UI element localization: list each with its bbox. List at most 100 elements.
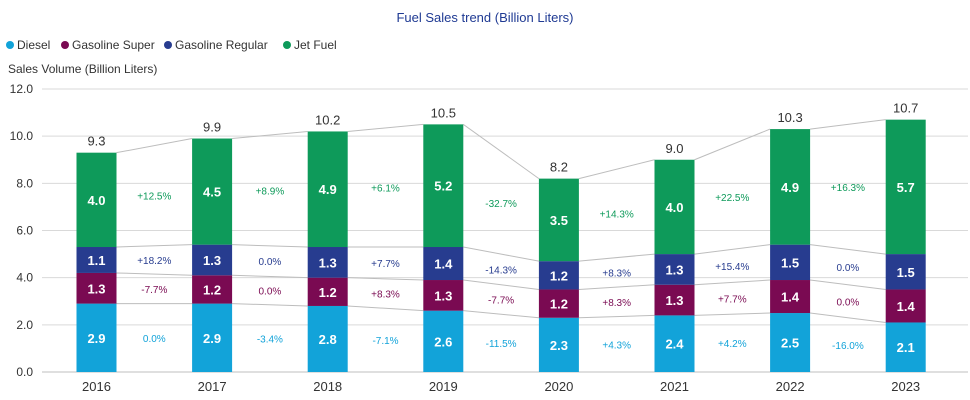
data-label-gasoline-super: 1.4	[897, 299, 916, 314]
connector-line	[810, 279, 886, 290]
data-label-gasoline-super: 1.3	[87, 281, 105, 296]
y-tick-label: 6.0	[16, 224, 33, 238]
bar-jet-fuel-2018	[307, 131, 348, 248]
data-label-jet-fuel: 4.9	[319, 182, 337, 197]
bar-gasoline-super-2022	[770, 280, 811, 314]
x-tick-label: 2023	[891, 379, 920, 394]
change-label-jet-fuel: -32.7%	[485, 199, 517, 210]
bar-diesel-2018	[307, 305, 348, 372]
bar-gasoline-super-2016	[76, 272, 117, 304]
bar-gasoline-super-2020	[538, 289, 579, 318]
total-label: 9.3	[87, 134, 105, 149]
x-tick-label: 2022	[776, 379, 805, 394]
legend-marker-jet-fuel	[283, 41, 291, 49]
change-label-gasoline-super: +8.3%	[371, 290, 400, 301]
connector-line	[347, 277, 424, 281]
connector-line	[694, 312, 771, 316]
total-label: 10.2	[315, 112, 340, 127]
total-label: 9.9	[203, 120, 221, 135]
connector-line	[463, 246, 539, 262]
data-label-jet-fuel: 4.0	[665, 200, 683, 215]
data-label-gasoline-super: 1.3	[434, 288, 452, 303]
connector-line	[116, 244, 193, 248]
y-tick-label: 12.0	[10, 82, 34, 96]
change-label-gasoline-regular: +18.2%	[137, 256, 171, 267]
change-label-diesel: -3.4%	[257, 334, 283, 345]
bar-gasoline-super-2023	[885, 289, 926, 323]
connector-line	[347, 305, 424, 312]
data-label-gasoline-super: 1.2	[319, 285, 337, 300]
change-label-jet-fuel: +8.9%	[256, 186, 285, 197]
total-label: 10.7	[893, 101, 918, 116]
data-label-diesel: 2.3	[550, 338, 568, 353]
change-label-gasoline-regular: +8.3%	[602, 268, 631, 279]
chart-title: Fuel Sales trend (Billion Liters)	[396, 10, 573, 25]
total-label: 10.3	[777, 110, 802, 125]
y-tick-label: 10.0	[10, 129, 34, 143]
bar-gasoline-super-2018	[307, 277, 348, 306]
change-label-diesel: +4.2%	[718, 339, 747, 350]
x-tick-label: 2020	[544, 379, 573, 394]
connector-line	[232, 130, 308, 140]
bar-diesel-2016	[76, 303, 117, 372]
legend-marker-gasoline-regular	[164, 41, 172, 49]
change-label-gasoline-super: -7.7%	[141, 285, 167, 296]
x-tick-label: 2016	[82, 379, 111, 394]
bar-diesel-2019	[423, 310, 464, 372]
change-label-gasoline-regular: +15.4%	[715, 262, 749, 273]
legend-label-gasoline-super: Gasoline Super	[72, 38, 155, 52]
connector-line	[232, 303, 308, 307]
data-label-diesel: 2.9	[203, 331, 221, 346]
connector-line	[232, 244, 308, 248]
change-label-diesel: -7.1%	[372, 336, 398, 347]
data-label-jet-fuel: 4.9	[781, 180, 799, 195]
change-label-gasoline-super: +7.7%	[718, 294, 747, 305]
change-label-diesel: -11.5%	[486, 339, 517, 350]
connector-line	[578, 314, 655, 319]
bar-gasoline-regular-2023	[885, 254, 926, 290]
change-label-diesel: -16.0%	[832, 341, 864, 352]
y-tick-label: 8.0	[16, 176, 33, 190]
data-label-gasoline-regular: 1.1	[87, 253, 105, 268]
bar-jet-fuel-2019	[423, 124, 464, 248]
data-label-jet-fuel: 3.5	[550, 213, 568, 228]
data-label-jet-fuel: 5.7	[897, 180, 915, 195]
data-label-gasoline-regular: 1.5	[897, 265, 915, 280]
connector-line	[347, 123, 424, 132]
change-label-diesel: +4.3%	[602, 340, 631, 351]
bar-gasoline-regular-2021	[654, 254, 695, 285]
bar-diesel-2020	[538, 317, 579, 372]
data-label-gasoline-super: 1.3	[665, 293, 683, 308]
connector-line	[694, 128, 771, 161]
connector-line	[694, 244, 771, 255]
data-label-diesel: 2.6	[434, 334, 452, 349]
change-label-gasoline-regular: 0.0%	[837, 263, 860, 274]
bar-diesel-2017	[192, 303, 233, 372]
connector-line	[810, 312, 886, 323]
bar-gasoline-super-2017	[192, 275, 233, 304]
change-label-jet-fuel: +22.5%	[715, 193, 749, 204]
y-tick-label: 0.0	[16, 365, 33, 379]
connector-line	[463, 310, 539, 319]
x-tick-label: 2018	[313, 379, 342, 394]
bar-jet-fuel-2017	[192, 138, 233, 245]
bar-diesel-2023	[885, 322, 926, 372]
legend-label-diesel: Diesel	[17, 38, 50, 52]
connector-line	[116, 138, 193, 154]
connector-line	[578, 284, 655, 290]
bar-diesel-2021	[654, 315, 695, 372]
connector-line	[463, 279, 539, 290]
legend-marker-diesel	[6, 41, 14, 49]
bar-gasoline-super-2021	[654, 284, 695, 316]
bar-jet-fuel-2022	[770, 129, 811, 245]
data-label-gasoline-regular: 1.5	[781, 255, 799, 270]
x-tick-label: 2019	[429, 379, 458, 394]
legend-marker-gasoline-super	[61, 41, 69, 49]
x-tick-label: 2017	[198, 379, 227, 394]
bar-gasoline-regular-2018	[307, 247, 348, 278]
labels: 2.9 2.9 2.8 2.6 2.3 2.4 2.5 2.1 0.0% -3.4% -7.1% -1…	[87, 101, 918, 356]
connector-line	[810, 119, 886, 130]
data-label-jet-fuel: 4.0	[87, 193, 105, 208]
change-label-diesel: 0.0%	[143, 334, 166, 345]
